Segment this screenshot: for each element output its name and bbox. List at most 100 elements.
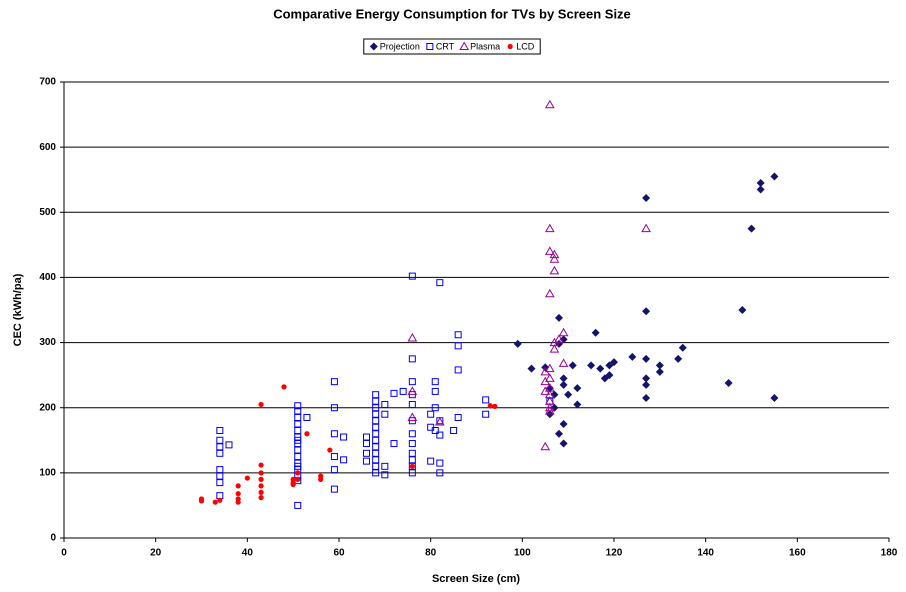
point (770, 172, 779, 181)
point (225, 441, 233, 449)
point (408, 378, 416, 386)
point (674, 354, 683, 363)
point (544, 363, 555, 373)
legend-marker (507, 43, 513, 50)
chart-title: Comparative Energy Consumption for TVs b… (273, 6, 631, 21)
point (258, 401, 264, 408)
point (281, 384, 287, 390)
point (372, 417, 380, 425)
point (330, 453, 338, 461)
point (372, 469, 380, 477)
point (642, 380, 651, 389)
point (408, 430, 416, 438)
point (363, 440, 370, 448)
x-tick-label: 140 (697, 548, 714, 559)
point (212, 499, 218, 505)
point (559, 335, 568, 344)
x-tick-label: 180 (881, 548, 898, 559)
point (544, 373, 555, 382)
point (363, 449, 370, 457)
legend-text: CRT (436, 41, 455, 51)
point (549, 254, 560, 263)
point (290, 481, 296, 488)
point (434, 417, 445, 426)
point (294, 453, 302, 461)
point (235, 491, 241, 497)
point (303, 413, 311, 421)
point (294, 413, 302, 421)
point (372, 430, 380, 438)
point (540, 386, 551, 395)
point (244, 475, 250, 481)
point (363, 457, 370, 465)
x-tick-label: 80 (425, 548, 437, 559)
point (559, 380, 568, 389)
point (559, 420, 568, 428)
point (549, 249, 560, 259)
point (235, 483, 241, 489)
point (294, 427, 302, 435)
point (304, 431, 310, 437)
x-tick-label: 160 (789, 548, 806, 559)
legend-box (363, 38, 541, 55)
point (390, 389, 398, 397)
point (372, 423, 380, 431)
y-tick-label: 200 (39, 402, 56, 413)
x-tick-label: 60 (333, 548, 345, 559)
point (454, 413, 462, 421)
point (381, 400, 389, 408)
point (550, 403, 559, 412)
point (407, 333, 418, 342)
point (258, 470, 264, 476)
point (642, 193, 651, 202)
point (544, 99, 555, 109)
point (770, 393, 779, 402)
point (642, 393, 651, 402)
point (216, 472, 224, 480)
point (431, 378, 439, 386)
point (198, 498, 205, 504)
y-tick-label: 300 (39, 337, 56, 348)
point (381, 471, 389, 479)
point (454, 366, 462, 374)
legend-marker (426, 43, 434, 50)
point (216, 479, 224, 487)
legend-text: LCD (516, 41, 535, 51)
point (492, 403, 498, 410)
point (294, 446, 302, 454)
point (363, 433, 370, 441)
point (258, 483, 264, 489)
point (399, 387, 407, 395)
point (294, 407, 302, 415)
point (372, 397, 380, 405)
point (527, 364, 536, 373)
point (724, 378, 733, 387)
y-tick-label: 500 (39, 207, 56, 218)
point (216, 436, 224, 444)
point (294, 420, 302, 428)
point (544, 223, 555, 233)
point (544, 402, 555, 412)
y-tick-label: 600 (39, 142, 56, 153)
y-tick-label: 0 (50, 533, 56, 544)
point (540, 441, 551, 451)
point (747, 224, 756, 233)
point (372, 404, 380, 412)
point (295, 470, 301, 476)
point (513, 339, 522, 348)
point (454, 331, 462, 339)
point (655, 361, 664, 370)
point (330, 430, 338, 438)
x-tick-label: 0 (61, 548, 67, 559)
point (591, 328, 600, 337)
point (482, 396, 490, 404)
point (408, 469, 416, 477)
point (573, 384, 582, 393)
legend-text: Plasma (470, 41, 500, 51)
point (381, 410, 389, 418)
legend-marker (369, 42, 378, 51)
point (390, 440, 398, 448)
point (258, 462, 264, 468)
point (559, 374, 568, 383)
